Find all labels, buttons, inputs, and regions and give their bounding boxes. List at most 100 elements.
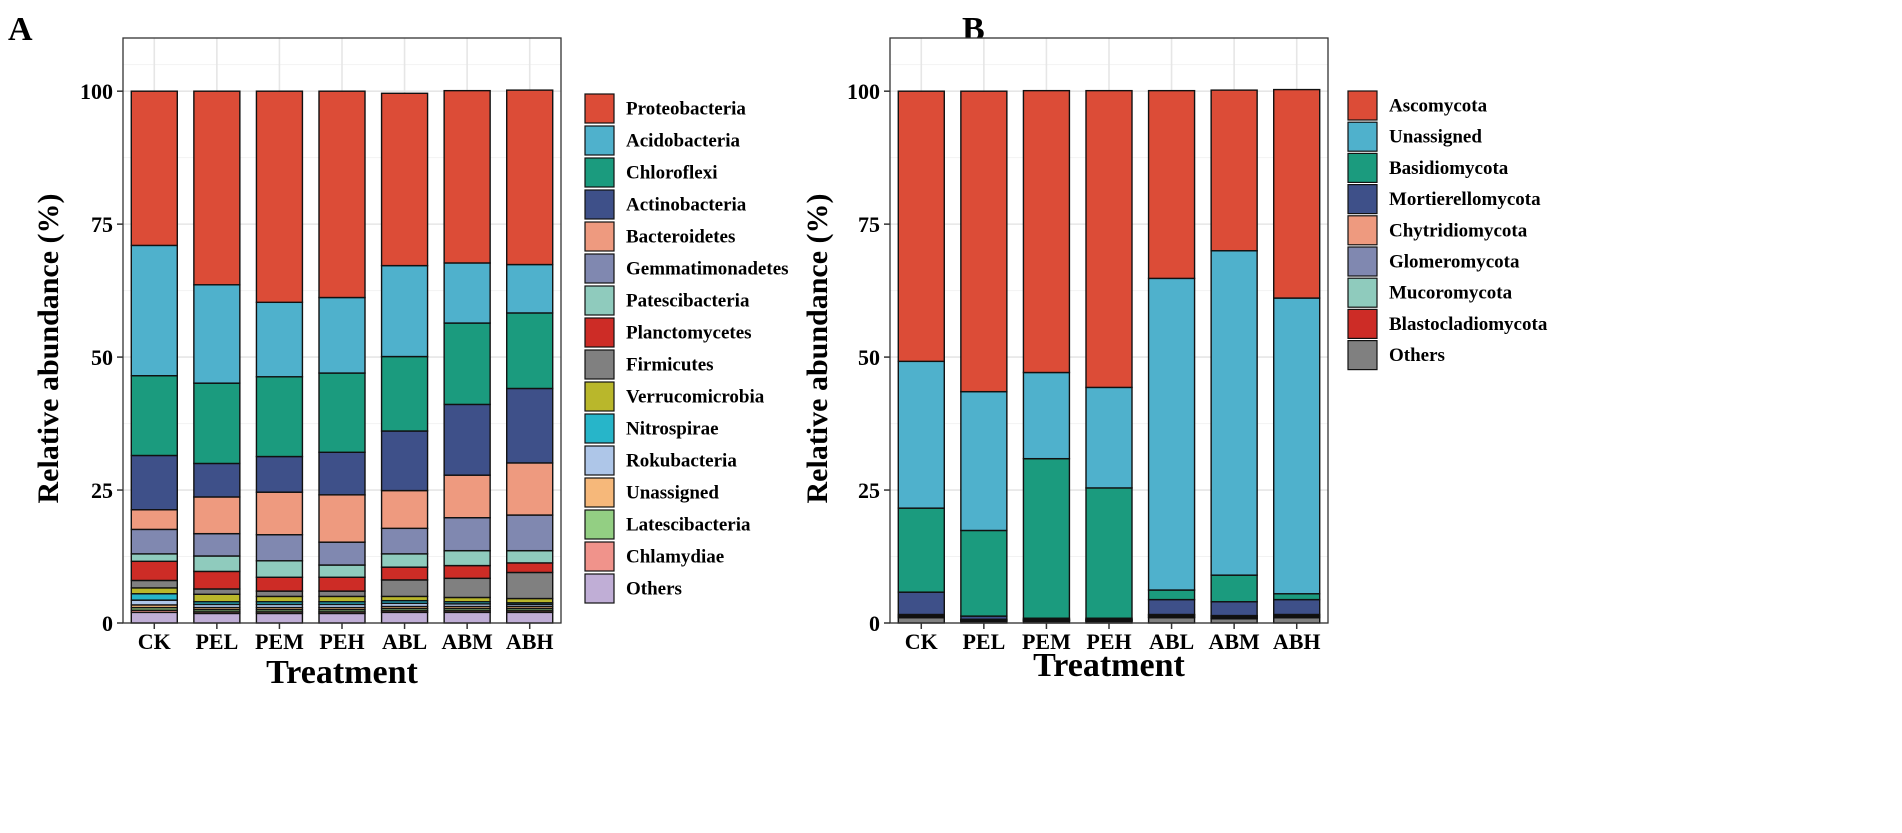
y-tick-label: 0 xyxy=(102,611,113,636)
bar-abh-basidiomycota xyxy=(1273,593,1321,601)
legend-swatch-planctomycetes xyxy=(584,317,615,348)
bar-ck-patescibacteria xyxy=(130,553,178,563)
y-tick-label: 50 xyxy=(858,345,880,370)
legend-label-rokubacteria: Rokubacteria xyxy=(626,451,737,472)
legend-swatch-unassigned xyxy=(1347,121,1378,152)
legend-swatch-glomeromycota xyxy=(1347,246,1378,277)
legend-swatch-chytridiomycota xyxy=(1347,215,1378,246)
bar-pel-gemmatimonadetes xyxy=(193,532,241,557)
bar-abm-basidiomycota xyxy=(1210,574,1258,603)
legend-swatch-gemmatimonadetes xyxy=(584,253,615,284)
bar-peh-ascomycota xyxy=(1085,89,1133,389)
bar-abl-proteobacteria xyxy=(380,92,429,267)
bar-pel-ascomycota xyxy=(960,90,1008,393)
bar-peh-others xyxy=(318,612,366,624)
bar-peh-chloroflexi xyxy=(318,372,366,453)
bar-ck-proteobacteria xyxy=(130,90,178,247)
bar-peh-bacteroidetes xyxy=(318,494,366,543)
bar-peh-proteobacteria xyxy=(318,90,366,299)
bar-pel-firmicutes xyxy=(193,588,241,595)
legend-label-actinobacteria: Actinobacteria xyxy=(626,195,747,216)
bar-ck-unassigned xyxy=(897,360,945,509)
bar-ck-bacteroidetes xyxy=(130,509,178,531)
legend-swatch-chlamydiae xyxy=(584,541,615,572)
legend-label-nitrospirae: Nitrospirae xyxy=(626,419,719,440)
bar-abm-actinobacteria xyxy=(443,403,491,476)
bar-pel-actinobacteria xyxy=(193,462,241,498)
bar-ck-gemmatimonadetes xyxy=(130,528,178,555)
y-tick-label: 100 xyxy=(80,79,113,104)
bar-peh-patescibacteria xyxy=(318,564,366,578)
bar-abl-others xyxy=(380,611,429,624)
legend-swatch-nitrospirae xyxy=(584,413,615,444)
bar-abl-gemmatimonadetes xyxy=(380,527,429,555)
bar-pem-actinobacteria xyxy=(255,455,304,493)
bar-peh-verrucomicrobia xyxy=(318,595,366,603)
legend-swatch-rokubacteria xyxy=(584,445,615,476)
y-tick-label: 75 xyxy=(858,212,880,237)
legend-swatch-acidobacteria xyxy=(584,125,615,156)
bar-ck-planctomycetes xyxy=(130,560,178,582)
bar-abm-others xyxy=(443,611,491,624)
legend-label-latescibacteria: Latescibacteria xyxy=(626,515,751,536)
legend-swatch-latescibacteria xyxy=(584,509,615,540)
legend-label-unassigned: Unassigned xyxy=(1389,127,1482,148)
bar-abl-bacteroidetes xyxy=(380,489,429,530)
legend-swatch-others xyxy=(584,573,615,604)
bar-abh-chloroflexi xyxy=(506,312,554,390)
y-tick-label: 25 xyxy=(91,478,113,503)
bar-pem-firmicutes xyxy=(255,590,304,598)
legend-label-others: Others xyxy=(626,579,682,600)
bar-ck-ascomycota xyxy=(897,90,945,363)
legend-label-chlamydiae: Chlamydiae xyxy=(626,547,724,568)
bar-pel-unassigned xyxy=(960,390,1008,532)
legend-label-firmicutes: Firmicutes xyxy=(626,355,714,376)
bar-ck-acidobacteria xyxy=(130,244,178,377)
bar-ck-firmicutes xyxy=(130,579,178,589)
x-tick-label-abl: ABL xyxy=(1149,629,1194,654)
bar-peh-gemmatimonadetes xyxy=(318,541,366,566)
bar-pel-others xyxy=(193,612,241,624)
bar-peh-actinobacteria xyxy=(318,451,366,496)
bar-pem-gemmatimonadetes xyxy=(255,534,304,562)
bar-pem-others xyxy=(255,612,304,624)
legend-label-proteobacteria: Proteobacteria xyxy=(626,99,746,120)
x-tick-label-ck: CK xyxy=(138,629,171,654)
bar-abm-acidobacteria xyxy=(443,262,491,324)
legend-label-basidiomycota: Basidiomycota xyxy=(1389,158,1509,179)
bar-peh-acidobacteria xyxy=(318,296,366,374)
bar-ck-basidiomycota xyxy=(897,507,945,593)
x-tick-label-peh: PEH xyxy=(1086,629,1131,654)
legend-swatch-basidiomycota xyxy=(1347,152,1378,183)
x-tick-label-pem: PEM xyxy=(1022,629,1071,654)
bar-ck-verrucomicrobia xyxy=(130,587,178,595)
bacteria-stacked-bar-chart: 0 25 50 75 100 CK PEL PEM PEH ABL ABM ABH Treatment R… xyxy=(32,37,789,691)
bar-abh-proteobacteria xyxy=(506,89,554,266)
legend-label-patescibacteria: Patescibacteria xyxy=(626,291,750,312)
bar-pel-verrucomicrobia xyxy=(193,593,241,603)
bar-pel-chloroflexi xyxy=(193,382,241,465)
bar-ck-actinobacteria xyxy=(130,454,178,511)
y-tick-label: 50 xyxy=(91,345,113,370)
bar-ck-nitrospirae xyxy=(130,593,178,601)
legend-swatch-unassigned xyxy=(584,477,615,508)
bar-abl-mortierellomycota xyxy=(1147,598,1196,616)
bar-abm-chloroflexi xyxy=(443,322,491,406)
bar-abm-bacteroidetes xyxy=(443,474,491,519)
x-tick-label-abm: ABM xyxy=(1208,629,1260,654)
bar-pem-patescibacteria xyxy=(255,560,304,578)
legend-label-acidobacteria: Acidobacteria xyxy=(626,131,740,152)
legend-swatch-firmicutes xyxy=(584,349,615,380)
panel-label-a: A xyxy=(8,11,33,48)
x-tick-label-peh: PEH xyxy=(319,629,364,654)
legend-label-chytridiomycota: Chytridiomycota xyxy=(1389,220,1528,241)
bar-abm-unassigned xyxy=(1210,250,1258,576)
bar-abh-actinobacteria xyxy=(506,387,554,464)
bar-abl-unassigned xyxy=(1147,277,1196,591)
bar-abh-firmicutes xyxy=(506,571,554,600)
y-axis-title: Relative abundance (%) xyxy=(801,194,834,504)
bar-abh-acidobacteria xyxy=(506,263,554,314)
x-tick-label-abh: ABH xyxy=(1273,629,1321,654)
bar-pem-unassigned xyxy=(1022,371,1071,460)
